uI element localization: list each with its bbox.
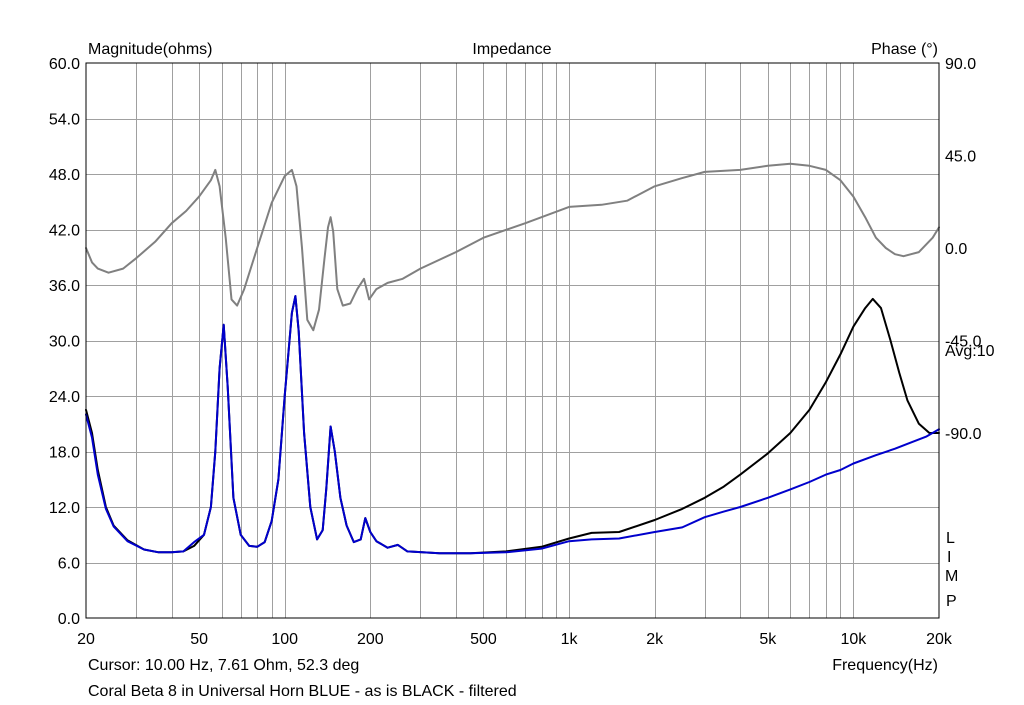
series-line-1	[85, 162, 940, 332]
right-axis-label: Phase (°)	[871, 41, 938, 58]
x-tick-label: 20	[77, 631, 95, 648]
y-right-tick-label: 0.0	[945, 241, 967, 258]
y-right-tick-label: 90.0	[945, 56, 976, 73]
y-left-tick-label: 24.0	[49, 389, 80, 406]
y-right-tick-label: -45.0	[945, 334, 982, 351]
chart-caption: Coral Beta 8 in Universal Horn BLUE - as…	[88, 683, 517, 700]
x-tick-label: 200	[357, 631, 384, 648]
x-tick-label: 20k	[926, 631, 953, 648]
y-right-tick-label: 45.0	[945, 149, 976, 166]
x-tick-label: 5k	[759, 631, 777, 648]
cursor-readout: Cursor: 10.00 Hz, 7.61 Ohm, 52.3 deg	[88, 657, 359, 674]
y-left-tick-label: 6.0	[58, 556, 80, 573]
y-left-tick-label: 42.0	[49, 223, 80, 240]
plot-frame	[85, 62, 940, 619]
y-left-tick-label: 12.0	[49, 500, 80, 517]
y-left-tick-label: 54.0	[49, 112, 80, 129]
limp-letter-l: L	[946, 530, 955, 547]
tick-labels: 20 50 100 200 500 1k 2k 5k 10k 20k 0.0 6.0 12.0 18.0 2…	[49, 56, 982, 648]
data-series	[85, 162, 940, 555]
series-line-3	[85, 295, 940, 555]
x-tick-label: 500	[470, 631, 497, 648]
y-right-tick-label: -90.0	[945, 426, 982, 443]
x-tick-label: 10k	[841, 631, 868, 648]
y-left-tick-label: 36.0	[49, 278, 80, 295]
left-axis-label: Magnitude(ohms)	[88, 41, 213, 58]
avg-label: Avg:10	[945, 343, 995, 360]
y-left-tick-label: 18.0	[49, 445, 80, 462]
limp-letter-m: M	[945, 568, 958, 585]
y-left-tick-label: 48.0	[49, 167, 80, 184]
y-left-tick-label: 60.0	[49, 56, 80, 73]
x-axis-label: Frequency(Hz)	[832, 657, 938, 674]
y-left-tick-label: 30.0	[49, 334, 80, 351]
chart-title: Impedance	[472, 41, 551, 58]
x-tick-label: 50	[190, 631, 208, 648]
x-tick-label: 100	[271, 631, 298, 648]
grid-lines	[86, 63, 939, 618]
y-left-tick-label: 0.0	[58, 611, 80, 628]
limp-letter-i: I	[947, 549, 951, 566]
x-tick-label: 1k	[561, 631, 579, 648]
x-tick-label: 2k	[646, 631, 664, 648]
limp-letter-p: P	[946, 593, 957, 610]
